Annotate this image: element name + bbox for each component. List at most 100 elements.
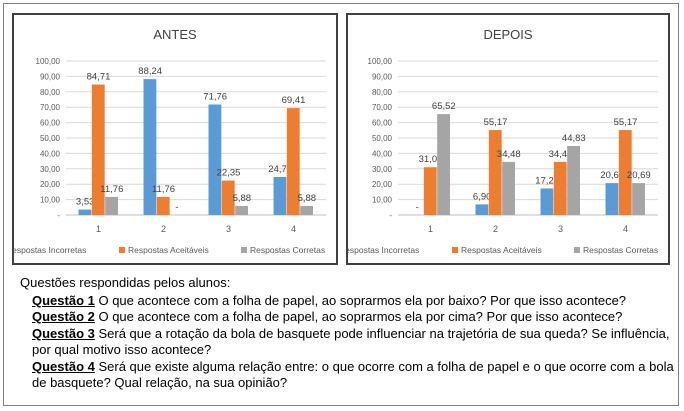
data-label: 84,71	[87, 72, 111, 83]
question-4-text: Será que existe alguma relação entre: o …	[32, 358, 674, 391]
y-tick-label: 70,00	[372, 103, 393, 112]
bar-1-series-2-cat-1	[91, 84, 105, 215]
bar-1-series-1-cat-2	[143, 79, 157, 215]
question-1: Questão 1 O que acontece com a folha de …	[32, 293, 680, 310]
bar-1-series-3-cat-3	[235, 205, 248, 215]
data-label: 44,83	[562, 133, 586, 144]
y-tick-label: 10,00	[372, 196, 393, 205]
legend-label: Respostas Aceitáveis	[461, 245, 542, 255]
data-label: 24,71	[268, 164, 292, 175]
bar-2-series-1-cat-4	[605, 183, 619, 215]
bar-1-series-2-cat-2	[156, 196, 170, 215]
bar-2-series-3-cat-3	[567, 145, 580, 215]
question-2: Questão 2 O que acontece com a folha de …	[32, 309, 680, 326]
bar-2-series-2-cat-3	[553, 161, 567, 215]
question-4-title: Questão 4	[32, 358, 95, 374]
legend-swatch	[452, 247, 458, 253]
data-label: 88,24	[138, 66, 162, 77]
x-tick-label: 3	[558, 224, 563, 234]
y-tick-label: 100,00	[36, 57, 61, 66]
x-tick-label: 2	[493, 224, 498, 234]
bar-1-series-1-cat-4	[273, 176, 287, 215]
chart-antes: ANTES - 10,00 20,00 30,00 40,00 50,00 60,00 70,0…	[12, 13, 338, 265]
y-tick-label: -	[57, 211, 60, 220]
bar-2-series-2-cat-1	[423, 167, 437, 215]
question-4: Questão 4 Será que existe alguma relação…	[32, 359, 680, 392]
y-tick-label: 60,00	[372, 119, 393, 128]
y-tick-label: 60,00	[40, 119, 61, 128]
data-label: 5,88	[298, 193, 317, 204]
question-3-title: Questão 3	[32, 325, 95, 341]
y-tick-label: 10,00	[40, 196, 61, 205]
legend-label: Respostas Corretas	[250, 245, 325, 255]
bar-2-series-1-cat-2	[475, 204, 489, 215]
bar-1-series-3-cat-1	[105, 196, 118, 215]
y-tick-label: 70,00	[40, 103, 61, 112]
question-2-text: O que acontece com a folha de papel, ao …	[94, 309, 623, 324]
y-tick-label: 90,00	[372, 72, 393, 81]
y-tick-label: 30,00	[40, 165, 61, 174]
bar-1-series-2-cat-4	[286, 108, 300, 215]
bar-2-series-1-cat-3	[540, 188, 554, 215]
data-label: 69,41	[282, 95, 306, 106]
bar-2-series-3-cat-2	[502, 161, 515, 215]
bar-1-series-1-cat-3	[208, 104, 222, 215]
legend-label: Respostas Incorretas	[348, 245, 419, 255]
data-label: 6,90	[473, 191, 492, 202]
data-label: 11,76	[100, 184, 123, 195]
y-tick-label: 40,00	[372, 149, 393, 158]
y-tick-label: 50,00	[40, 134, 61, 143]
legend-label: Respostas Aceitáveis	[128, 245, 209, 255]
data-label: 55,17	[484, 117, 508, 128]
chart-title: ANTES	[153, 27, 197, 42]
legend-swatch	[241, 247, 247, 253]
question-3: Questão 3 Será que a rotação da bola de …	[32, 326, 680, 359]
chart-svg: DEPOIS - 10,00 20,00 30,00 40,00 50,00 60,00 70,…	[348, 27, 658, 255]
y-tick-label: 20,00	[372, 180, 393, 189]
bar-2-series-2-cat-2	[488, 130, 502, 215]
data-label: 71,76	[203, 91, 227, 102]
data-label: 22,35	[217, 168, 241, 179]
data-label: 55,17	[614, 117, 638, 128]
question-1-text: O que acontece com a folha de papel, ao …	[94, 292, 627, 308]
data-label: 34,48	[549, 149, 573, 160]
data-label: 3,53	[76, 197, 95, 208]
question-2-title: Questão 2	[32, 309, 95, 324]
bar-1-series-2-cat-3	[221, 180, 235, 215]
bar-2-series-3-cat-4	[632, 183, 645, 215]
chart-svg: ANTES - 10,00 20,00 30,00 40,00 50,00 60,00 70,0…	[14, 27, 326, 255]
question-3-text: Será que a rotação da bola de basquete p…	[32, 325, 670, 358]
data-label: -	[175, 202, 178, 213]
x-tick-label: 4	[623, 224, 628, 234]
y-tick-label: 30,00	[372, 165, 393, 174]
question-1-title: Questão 1	[32, 292, 95, 308]
data-label: 5,88	[233, 193, 252, 204]
data-label: 31,03	[419, 154, 443, 165]
y-tick-label: 80,00	[372, 88, 393, 97]
y-tick-label: -	[389, 211, 392, 220]
data-label: 20,69	[600, 170, 624, 181]
y-tick-label: 90,00	[40, 72, 61, 81]
data-label: 34,48	[497, 149, 521, 160]
data-label: 11,76	[152, 184, 175, 195]
data-label: -	[416, 202, 419, 213]
y-tick-label: 100,00	[368, 57, 393, 66]
legend-label: Respostas Corretas	[583, 245, 658, 255]
legend-swatch	[119, 247, 125, 253]
data-label: 17,24	[535, 175, 559, 186]
questions-intro: Questões respondidas pelos alunos:	[20, 275, 231, 290]
y-tick-label: 40,00	[40, 149, 61, 158]
x-tick-label: 1	[428, 224, 433, 234]
x-tick-label: 3	[226, 224, 231, 234]
x-tick-label: 2	[161, 224, 166, 234]
y-tick-label: 20,00	[40, 180, 61, 189]
bar-1-series-3-cat-4	[300, 205, 313, 215]
chart-depois: DEPOIS - 10,00 20,00 30,00 40,00 50,00 60,00 70,…	[346, 13, 670, 265]
y-tick-label: 80,00	[40, 88, 61, 97]
bar-2-series-3-cat-1	[437, 114, 450, 215]
data-label: 65,52	[432, 101, 456, 112]
y-tick-label: 50,00	[372, 134, 393, 143]
figure-frame	[3, 3, 679, 406]
bar-1-series-1-cat-1	[78, 209, 92, 215]
data-label: 20,69	[627, 170, 651, 181]
